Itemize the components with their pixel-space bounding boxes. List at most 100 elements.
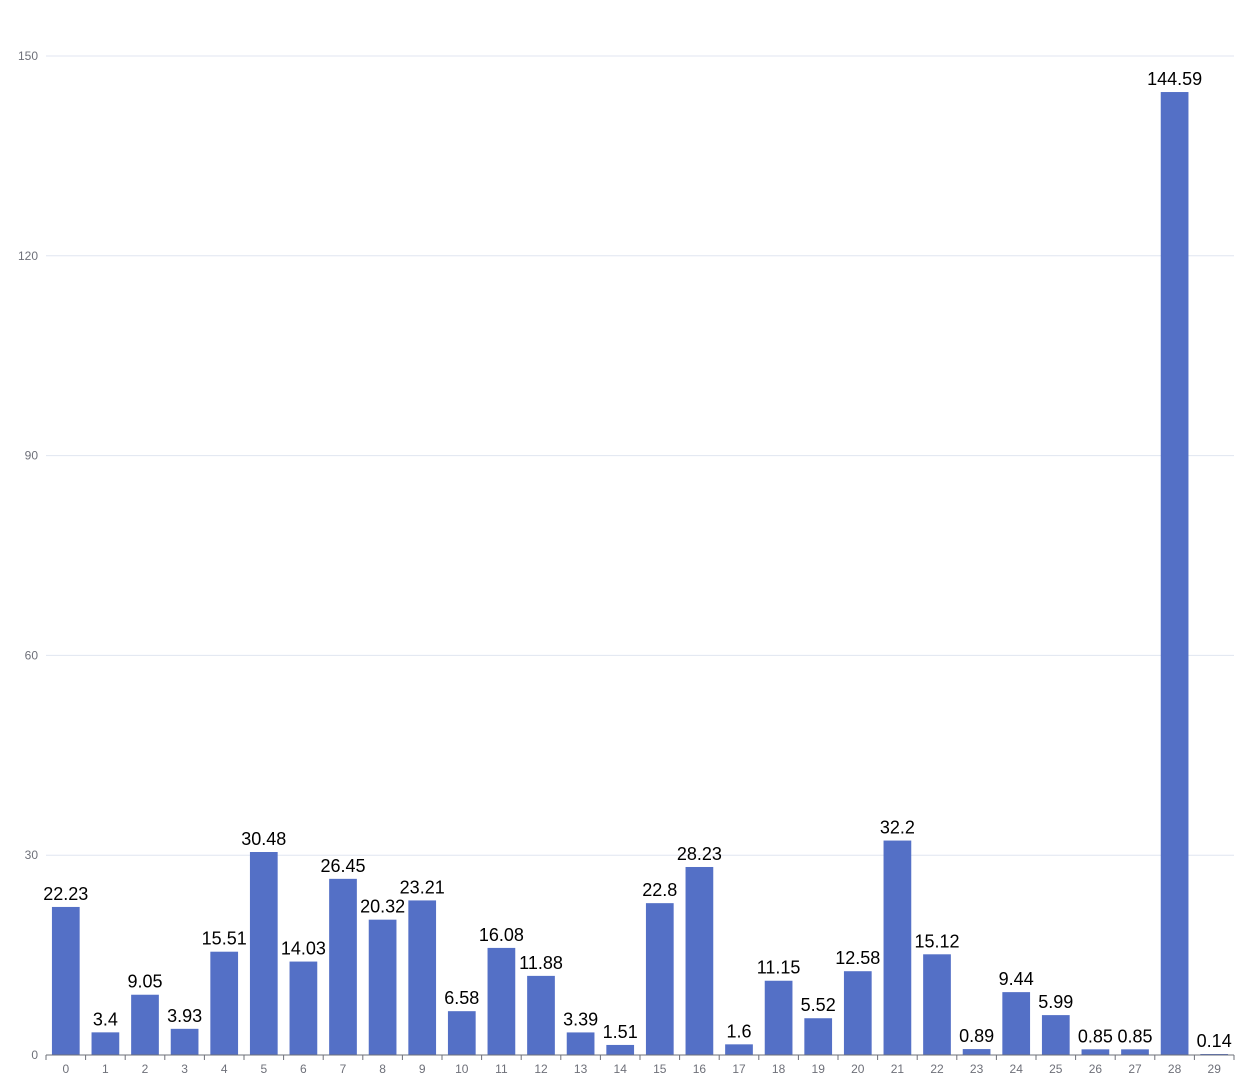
data-label: 3.4 [93, 1009, 118, 1029]
x-tick-label: 27 [1128, 1062, 1142, 1076]
x-tick-label: 15 [653, 1062, 667, 1076]
x-tick-label: 17 [732, 1062, 746, 1076]
bars [51, 92, 1229, 1056]
data-label: 0.85 [1078, 1026, 1113, 1046]
data-label: 22.8 [642, 880, 677, 900]
data-label: 9.05 [127, 972, 162, 992]
data-label: 28.23 [677, 844, 722, 864]
bar[interactable] [883, 840, 912, 1055]
x-tick-label: 13 [574, 1062, 588, 1076]
data-label: 1.51 [603, 1022, 638, 1042]
x-tick-label: 21 [891, 1062, 905, 1076]
bar[interactable] [962, 1049, 991, 1055]
data-label: 3.93 [167, 1006, 202, 1026]
bar[interactable] [1081, 1049, 1110, 1055]
data-label: 16.08 [479, 925, 524, 945]
x-tick-label: 1 [102, 1062, 109, 1076]
y-tick-label: 0 [31, 1048, 38, 1062]
bar[interactable] [1160, 92, 1189, 1056]
x-axis [45, 1054, 1235, 1060]
bar[interactable] [249, 852, 278, 1055]
bar[interactable] [131, 994, 159, 1055]
data-label: 14.03 [281, 939, 326, 959]
y-axis-labels: 0 30 60 90 120 150 [18, 49, 38, 1062]
y-tick-label: 30 [25, 848, 39, 862]
x-tick-label: 18 [772, 1062, 786, 1076]
data-label: 15.12 [914, 931, 959, 951]
x-tick-label: 29 [1208, 1062, 1222, 1076]
data-label: 23.21 [400, 877, 445, 897]
y-tick-label: 150 [18, 49, 38, 63]
x-tick-label: 26 [1089, 1062, 1103, 1076]
bar[interactable] [923, 954, 951, 1055]
bar[interactable] [1002, 992, 1031, 1055]
y-tick-label: 120 [18, 249, 38, 263]
bar[interactable] [408, 900, 437, 1055]
x-tick-label: 24 [1010, 1062, 1024, 1076]
x-tick-label: 22 [930, 1062, 944, 1076]
bar[interactable] [289, 961, 318, 1055]
x-tick-label: 5 [260, 1062, 267, 1076]
x-tick-label: 0 [62, 1062, 69, 1076]
x-tick-label: 3 [181, 1062, 188, 1076]
data-label: 5.52 [801, 995, 836, 1015]
data-label: 5.99 [1038, 992, 1073, 1012]
x-tick-label: 23 [970, 1062, 984, 1076]
data-label: 30.48 [241, 829, 286, 849]
y-tick-label: 60 [25, 648, 39, 662]
x-tick-label: 7 [340, 1062, 347, 1076]
data-label: 9.44 [999, 969, 1034, 989]
x-tick-label: 6 [300, 1062, 307, 1076]
data-label: 6.58 [444, 988, 479, 1008]
bar[interactable] [843, 971, 872, 1055]
data-label: 32.2 [880, 818, 915, 838]
bar[interactable] [170, 1028, 199, 1055]
bar[interactable] [1121, 1049, 1149, 1055]
bar[interactable] [645, 903, 674, 1055]
x-tick-label: 2 [142, 1062, 149, 1076]
bar[interactable] [764, 980, 793, 1055]
x-tick-label: 20 [851, 1062, 865, 1076]
x-tick-label: 14 [614, 1062, 628, 1076]
x-tick-label: 19 [812, 1062, 826, 1076]
data-label: 15.51 [202, 929, 247, 949]
bar[interactable] [1041, 1015, 1070, 1055]
bar[interactable] [329, 878, 357, 1055]
data-label: 26.45 [320, 856, 365, 876]
x-tick-label: 16 [693, 1062, 707, 1076]
bar[interactable] [368, 919, 397, 1055]
x-tick-label: 25 [1049, 1062, 1063, 1076]
data-label: 0.89 [959, 1026, 994, 1046]
data-label: 144.59 [1147, 69, 1202, 89]
data-label: 11.15 [757, 958, 801, 978]
bar[interactable] [804, 1018, 833, 1055]
x-tick-label: 4 [221, 1062, 228, 1076]
bar[interactable] [91, 1032, 120, 1055]
data-label: 0.85 [1117, 1026, 1152, 1046]
x-axis-labels: 0 1 2 3 4 5 6 7 8 9 10 11 12 13 14 15 16 17 18 19 20 21 22 23 24… [62, 1062, 1221, 1076]
x-tick-label: 9 [419, 1062, 426, 1076]
x-tick-label: 12 [534, 1062, 548, 1076]
bar[interactable] [527, 975, 555, 1055]
data-label: 11.88 [519, 953, 563, 973]
bar[interactable] [210, 951, 239, 1055]
y-tick-label: 90 [25, 449, 39, 463]
data-label: 20.32 [360, 897, 405, 917]
bar[interactable] [566, 1032, 595, 1055]
data-label: 3.39 [563, 1009, 598, 1029]
grid-lines [46, 55, 1234, 856]
x-tick-label: 8 [379, 1062, 386, 1076]
data-labels: 22.23 3.4 9.053.93 15.51 30.48 14.03 26.45 20.3… [43, 69, 1231, 1051]
bar[interactable] [487, 947, 516, 1055]
bar[interactable] [606, 1044, 635, 1055]
bar[interactable] [685, 866, 714, 1055]
x-tick-label: 28 [1168, 1062, 1182, 1076]
bar[interactable] [51, 906, 80, 1055]
data-label: 0.14 [1197, 1031, 1232, 1051]
data-label: 22.23 [43, 884, 88, 904]
bar[interactable] [447, 1011, 476, 1055]
bar[interactable] [725, 1044, 753, 1055]
x-tick-label: 11 [495, 1062, 508, 1076]
